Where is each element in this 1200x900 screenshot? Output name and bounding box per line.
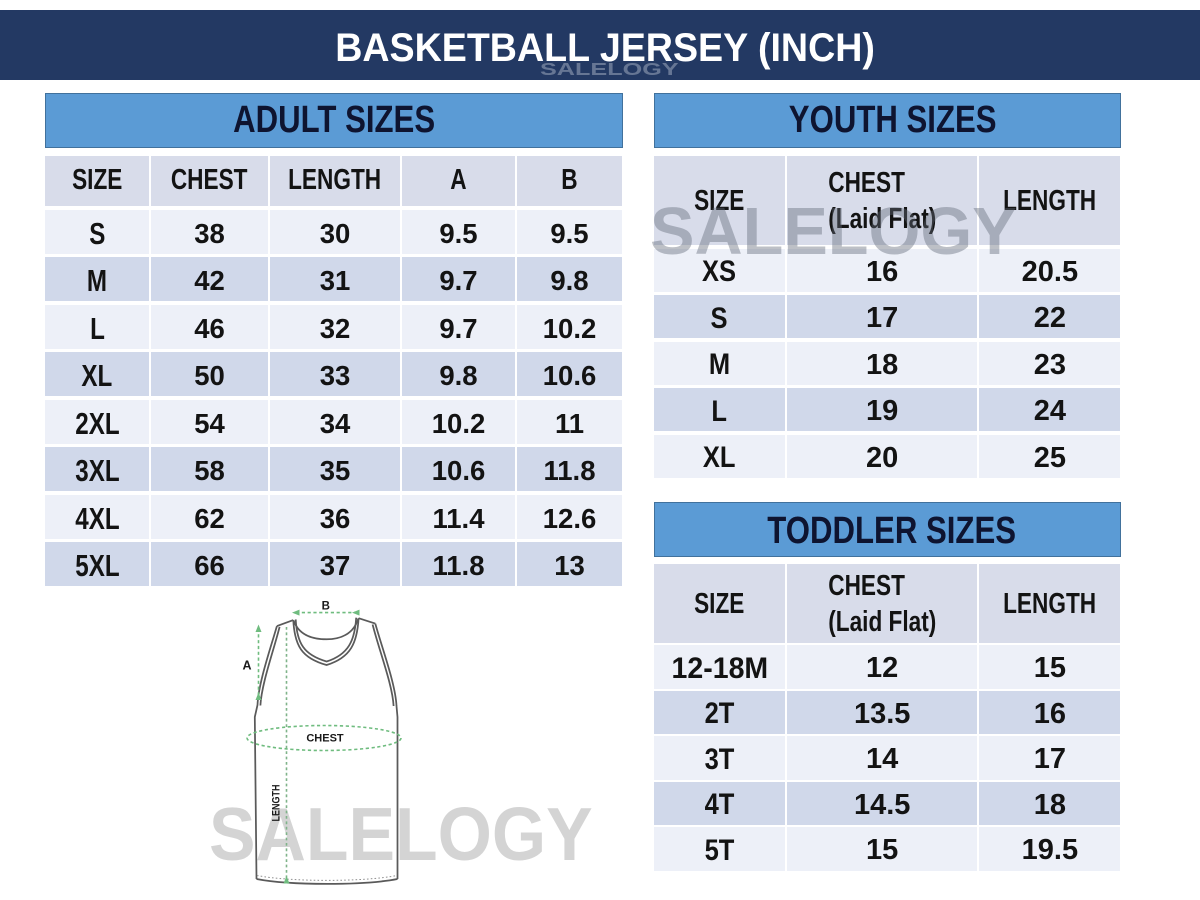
svg-text:A: A — [242, 659, 251, 673]
svg-text:CHEST: CHEST — [306, 733, 344, 745]
svg-text:B: B — [322, 601, 330, 613]
svg-text:LENGTH: LENGTH — [271, 784, 283, 821]
